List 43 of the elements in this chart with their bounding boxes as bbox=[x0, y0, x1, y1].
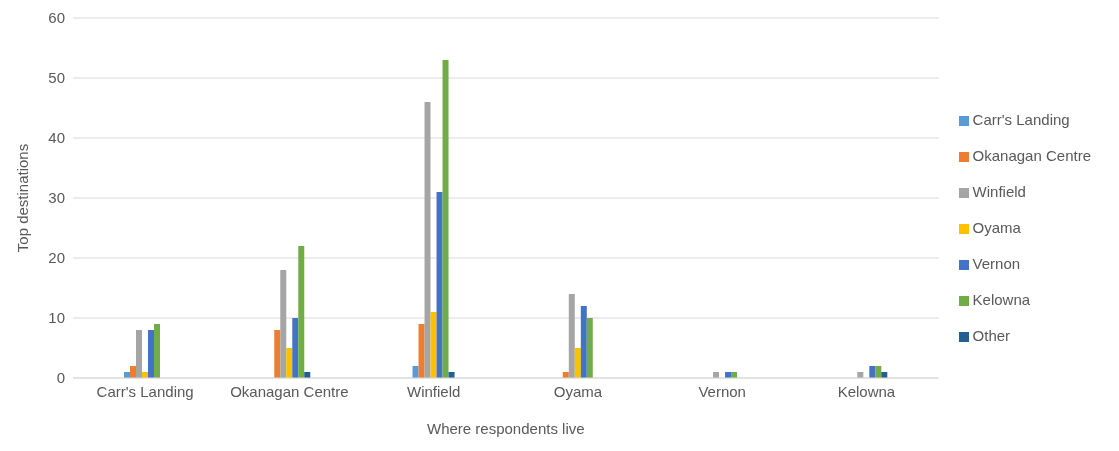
bar bbox=[136, 330, 142, 378]
y-tick-label: 20 bbox=[48, 249, 65, 267]
x-tick-label: Vernon bbox=[698, 382, 746, 400]
bar bbox=[292, 318, 299, 378]
y-tick-label: 30 bbox=[48, 189, 65, 207]
bar bbox=[154, 324, 160, 378]
bar bbox=[586, 318, 593, 378]
legend-label: Other bbox=[972, 327, 1011, 344]
x-axis-title: Where respondents live bbox=[426, 419, 585, 437]
y-tick-label: 0 bbox=[56, 369, 65, 387]
bar bbox=[280, 270, 287, 378]
legend-label: Oyama bbox=[972, 219, 1021, 236]
x-tick-label: Winfield bbox=[406, 382, 461, 400]
bar bbox=[580, 306, 587, 378]
bar bbox=[412, 366, 419, 378]
y-tick-label: 10 bbox=[48, 309, 65, 327]
y-tick-label: 60 bbox=[48, 9, 65, 27]
bar bbox=[430, 312, 437, 378]
bar bbox=[286, 348, 293, 378]
bar bbox=[130, 366, 136, 378]
legend-label: Winfield bbox=[972, 183, 1026, 200]
bar bbox=[442, 60, 449, 378]
bar bbox=[424, 102, 431, 378]
x-tick-label: Carr's Landing bbox=[96, 382, 194, 400]
legend-label: Vernon bbox=[972, 255, 1021, 272]
bar bbox=[298, 246, 305, 378]
y-axis-title: Top destinations bbox=[14, 143, 32, 253]
bar bbox=[568, 294, 575, 378]
bar bbox=[274, 330, 281, 378]
bar bbox=[418, 324, 425, 378]
y-tick-label: 50 bbox=[48, 69, 65, 87]
y-tick-label: 40 bbox=[48, 129, 65, 147]
x-tick-label: Oyama bbox=[553, 382, 603, 400]
bar bbox=[436, 192, 443, 378]
bar bbox=[869, 366, 876, 378]
bar bbox=[148, 330, 154, 378]
legend-label: Carr's Landing bbox=[972, 111, 1070, 128]
legend-label: Kelowna bbox=[972, 291, 1031, 308]
x-tick-label: Okanagan Centre bbox=[230, 382, 349, 400]
bar bbox=[574, 348, 581, 378]
bar bbox=[875, 366, 882, 378]
x-tick-label: Kelowna bbox=[837, 382, 896, 400]
legend-label: Okanagan Centre bbox=[972, 147, 1091, 164]
